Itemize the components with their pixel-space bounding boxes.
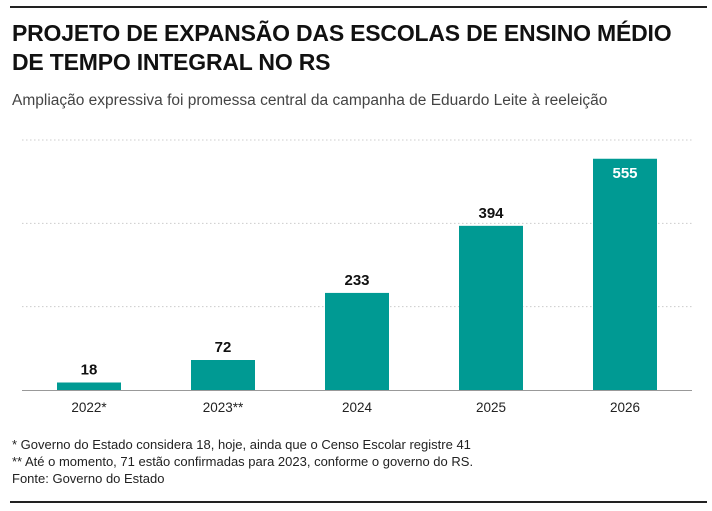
labels: 18 2022* 72 2023** 233 2024 394 2025 555 2026: [71, 165, 640, 415]
bar-2023: [191, 360, 255, 390]
x-tick-label: 2024: [342, 400, 373, 415]
data-label: 72: [215, 339, 232, 356]
data-label: 555: [612, 165, 637, 182]
bar-2025: [459, 225, 523, 390]
x-tick-label: 2023**: [203, 400, 244, 415]
data-label: 233: [344, 272, 369, 289]
chart-subtitle: Ampliação expressiva foi promessa centra…: [12, 92, 608, 109]
x-tick-label: 2026: [610, 400, 640, 415]
footnote-2: ** Até o momento, 71 estão confirmadas p…: [12, 454, 474, 469]
x-tick-label: 2025: [476, 400, 506, 415]
bar-2022: [57, 382, 121, 390]
bar-2026: [593, 158, 657, 390]
footnote-1: * Governo do Estado considera 18, hoje, …: [12, 437, 471, 452]
bar-2024: [325, 292, 389, 390]
data-label: 18: [81, 362, 98, 379]
top-rule: [10, 6, 707, 8]
chart-title: PROJETO DE EXPANSÃO DAS ESCOLAS DE ENSIN…: [12, 20, 672, 75]
bar-chart: 18 2022* 72 2023** 233 2024 394 2025 555 2026: [22, 139, 692, 415]
source-note: Fonte: Governo do Estado: [12, 471, 165, 486]
bottom-rule: [10, 501, 707, 503]
notes: * Governo do Estado considera 18, hoje, …: [12, 436, 702, 487]
bars: [57, 158, 657, 390]
x-tick-label: 2022*: [71, 400, 107, 415]
data-label: 394: [478, 205, 504, 222]
